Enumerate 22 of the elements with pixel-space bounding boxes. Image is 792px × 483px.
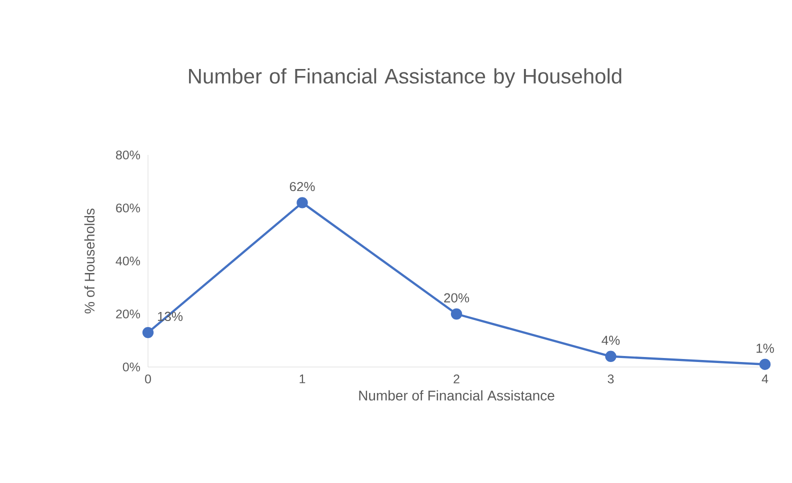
- y-tick-label: 80%: [116, 150, 140, 160]
- y-tick-label: 0%: [122, 362, 140, 372]
- chart-title: Number of Financial Assistance by Household: [189, 68, 622, 88]
- data-label: 1%: [756, 344, 774, 353]
- point: [142, 326, 154, 338]
- x-tick-label: 4: [762, 374, 768, 384]
- point: [296, 197, 308, 208]
- x-tick-label: 0: [145, 374, 151, 384]
- x-axis-title: Number of Financial Assistance: [359, 390, 554, 401]
- point: [605, 350, 616, 362]
- x-tick-label: 3: [608, 374, 614, 384]
- y-tick-label: 40%: [116, 256, 140, 266]
- x-tick-label: 2: [454, 374, 460, 384]
- data-label: 62%: [290, 182, 315, 192]
- data-label: 20%: [444, 293, 470, 302]
- y-tick-label: 20%: [116, 310, 140, 318]
- x-tick-label: 1: [300, 374, 306, 384]
- y-tick-label: 60%: [116, 204, 140, 212]
- point: [759, 358, 771, 370]
- y-axis-title: % of Households: [84, 208, 95, 314]
- data-label: 4%: [602, 336, 620, 345]
- point: [450, 308, 462, 320]
